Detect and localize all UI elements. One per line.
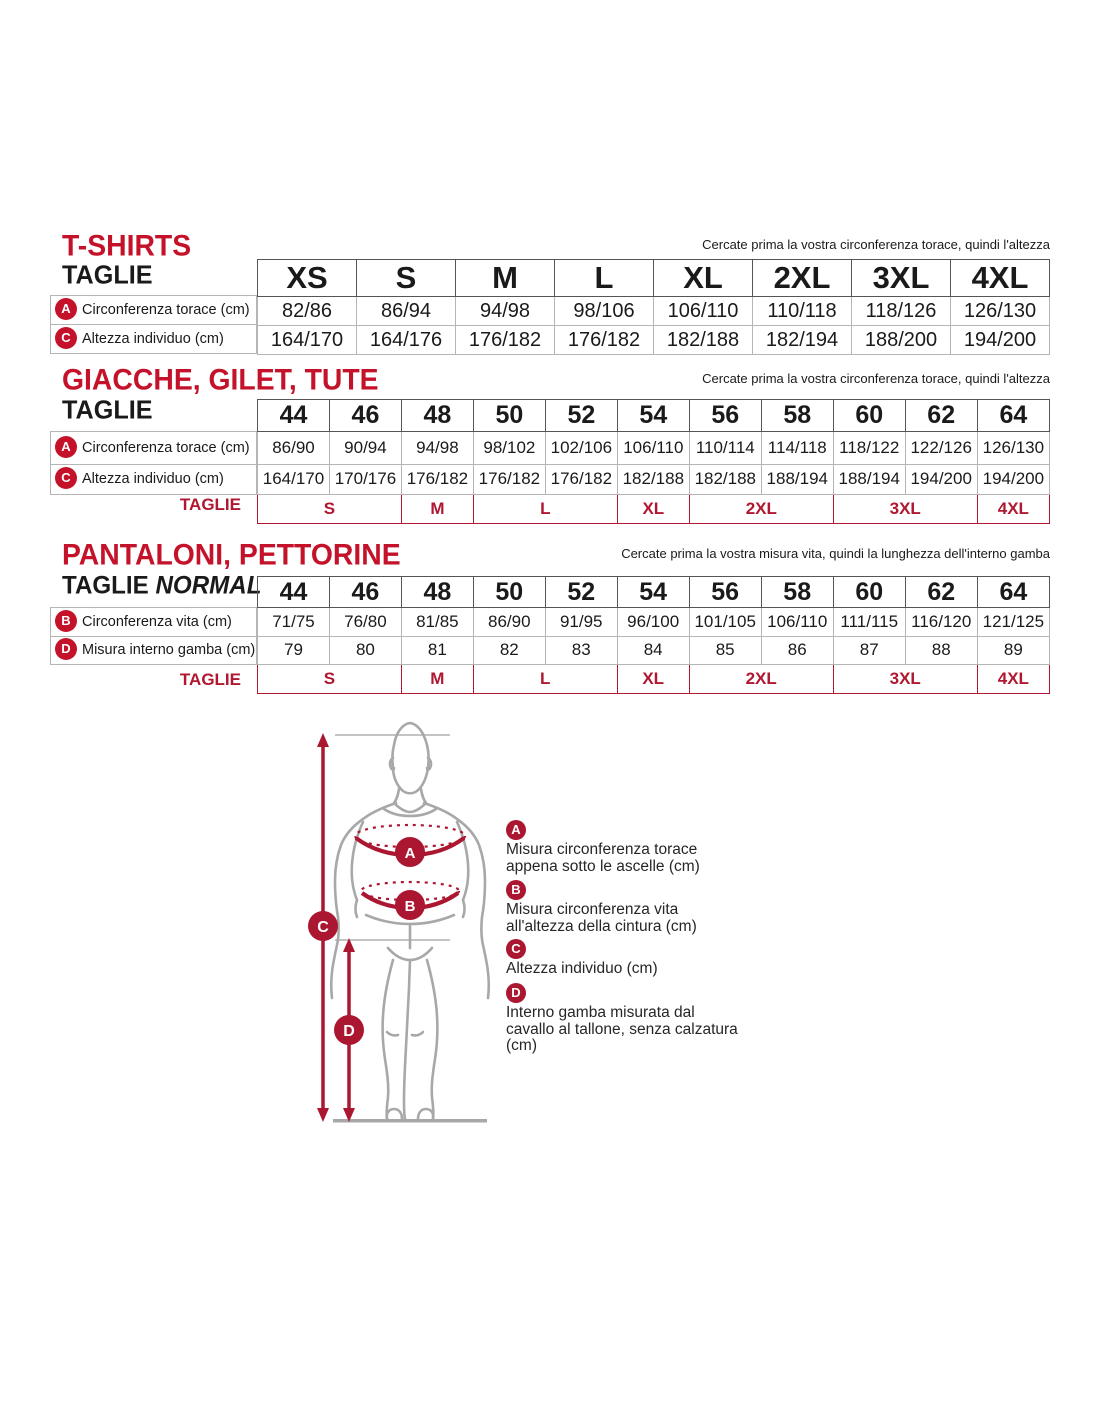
svg-text:A: A bbox=[405, 845, 416, 862]
svg-text:D: D bbox=[343, 1023, 355, 1040]
svg-text:B: B bbox=[405, 898, 416, 915]
svg-text:C: C bbox=[317, 919, 329, 936]
